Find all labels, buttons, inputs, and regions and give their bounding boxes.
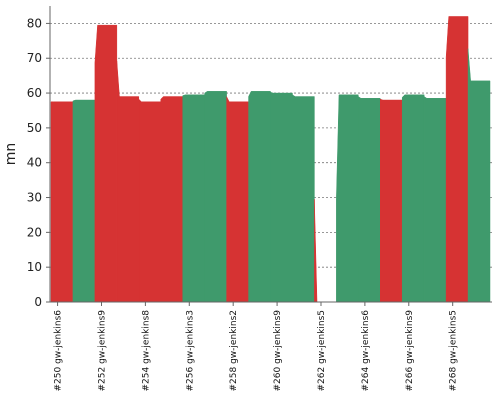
x-tick-label-3: #256 gw-jenkins3 (185, 310, 195, 391)
area-segment-257-gw-jenkins3 (204, 91, 227, 303)
x-tick-label-4: #258 gw-jenkins2 (229, 310, 239, 391)
area-segment-250-gw-jenkins6 (50, 101, 74, 303)
y-tick-label-20: 20 (27, 225, 42, 239)
axes (46, 6, 492, 306)
x-tick-label-6: #262 gw-jenkins5 (317, 310, 327, 391)
area-segment-258-gw-jenkins2 (226, 96, 249, 303)
area-segment-264-gw-jenkins6 (358, 96, 381, 303)
x-tick-label-5: #260 gw-jenkins9 (273, 310, 283, 392)
y-tick-label-10: 10 (27, 260, 42, 274)
y-tick-label-80: 80 (27, 16, 42, 30)
area-segment-266-gw-jenkins9 (401, 94, 425, 303)
y-tick-label-70: 70 (27, 51, 42, 65)
area-segment-262-gw-jenkins5 (314, 199, 337, 303)
x-tick-label-1: #252 gw-jenkins9 (97, 310, 107, 392)
y-tick-label-40: 40 (27, 156, 42, 170)
area-segment-268-gw-jenkins5 (445, 16, 469, 303)
x-tick-label-7: #264 gw-jenkins6 (361, 310, 371, 392)
x-tick-label-9: #268 gw-jenkins5 (449, 310, 459, 391)
area-segment-263-gw-jenkins5 (336, 94, 359, 303)
area-segment-253-gw-jenkins9 (116, 60, 140, 303)
area-segment-251-gw-jenkins6 (72, 99, 96, 303)
y-tick-label-60: 60 (27, 86, 42, 100)
area-segment-269-gw-jenkins5 (467, 48, 491, 303)
area-segment-252-gw-jenkins9 (94, 24, 118, 303)
area-segment-267-gw-jenkins9 (423, 96, 447, 303)
y-tick-label-0: 0 (34, 295, 42, 309)
area-segment-254-gw-jenkins8 (138, 98, 161, 303)
y-axis-label: mn (3, 143, 19, 166)
area-segment-260-gw-jenkins9 (270, 91, 293, 303)
x-tick-labels: #250 gw-jenkins6 #252 gw-jenkins9 #254 gw-… (54, 310, 459, 392)
x-tick-label-2: #254 gw-jenkins8 (141, 310, 151, 392)
area-series (50, 16, 491, 303)
area-segment-256-gw-jenkins3 (182, 94, 205, 303)
area-segment-255-gw-jenkins8 (160, 96, 183, 303)
area-segment-265-gw-jenkins6 (380, 98, 403, 303)
area-segment-259-gw-jenkins2 (248, 91, 271, 303)
area-segment-261-gw-jenkins9 (292, 94, 315, 303)
x-tick-label-0: #250 gw-jenkins6 (54, 310, 64, 392)
y-tick-labels: 0 10 20 30 40 50 60 70 80 (27, 16, 42, 309)
y-tick-label-30: 30 (27, 191, 42, 205)
x-tick-label-8: #266 gw-jenkins9 (405, 310, 415, 392)
y-tick-label-50: 50 (27, 121, 42, 135)
